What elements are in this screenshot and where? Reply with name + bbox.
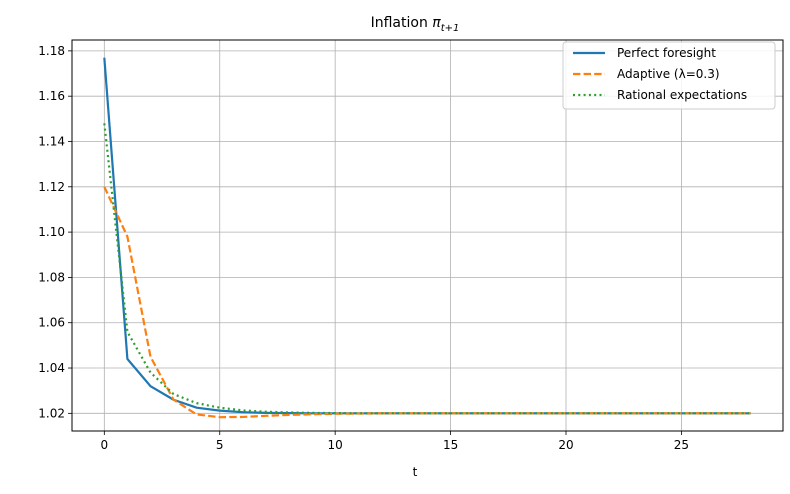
x-tick-label: 20 xyxy=(558,438,573,452)
chart-title-subscript: t+1 xyxy=(441,23,460,34)
x-tick-label: 15 xyxy=(443,438,458,452)
plot-frame xyxy=(71,39,784,432)
chart-title-main: Inflation xyxy=(371,15,433,31)
legend: Perfect foresight Adaptive (λ=0.3) Rationa… xyxy=(562,41,776,110)
x-tick-label: 10 xyxy=(328,438,343,452)
series-line-2 xyxy=(103,186,751,419)
series-line-3 xyxy=(103,123,751,415)
y-tick-label: 1.10 xyxy=(38,225,65,239)
legend-label-1: Perfect foresight xyxy=(617,46,716,60)
legend-label-2: Adaptive (λ=0.3) xyxy=(617,67,720,81)
x-tick-label: 25 xyxy=(674,438,689,452)
y-tick-label: 1.12 xyxy=(38,180,65,194)
ticks: 0 5 10 15 20 25 1.02 1.04 1.06 1.08 1.10 1.12 1.14 1.… xyxy=(38,44,689,452)
y-tick-label: 1.08 xyxy=(38,270,65,284)
x-axis-label: t xyxy=(413,465,418,479)
y-tick-label: 1.18 xyxy=(38,44,65,58)
chart-title: Inflation πt+1 xyxy=(371,15,460,34)
y-tick-label: 1.16 xyxy=(38,89,65,103)
legend-box xyxy=(562,41,776,110)
y-tick-label: 1.02 xyxy=(38,406,65,420)
y-tick-label: 1.04 xyxy=(38,361,65,375)
y-tick-label: 1.14 xyxy=(38,134,65,148)
x-tick-label: 0 xyxy=(100,438,108,452)
legend-label-3: Rational expectations xyxy=(617,88,747,102)
chart-title-symbol: π xyxy=(432,15,441,31)
series-line-1 xyxy=(103,57,751,415)
x-tick-label: 5 xyxy=(216,438,224,452)
y-tick-label: 1.06 xyxy=(38,316,65,330)
series-layer xyxy=(103,57,751,419)
